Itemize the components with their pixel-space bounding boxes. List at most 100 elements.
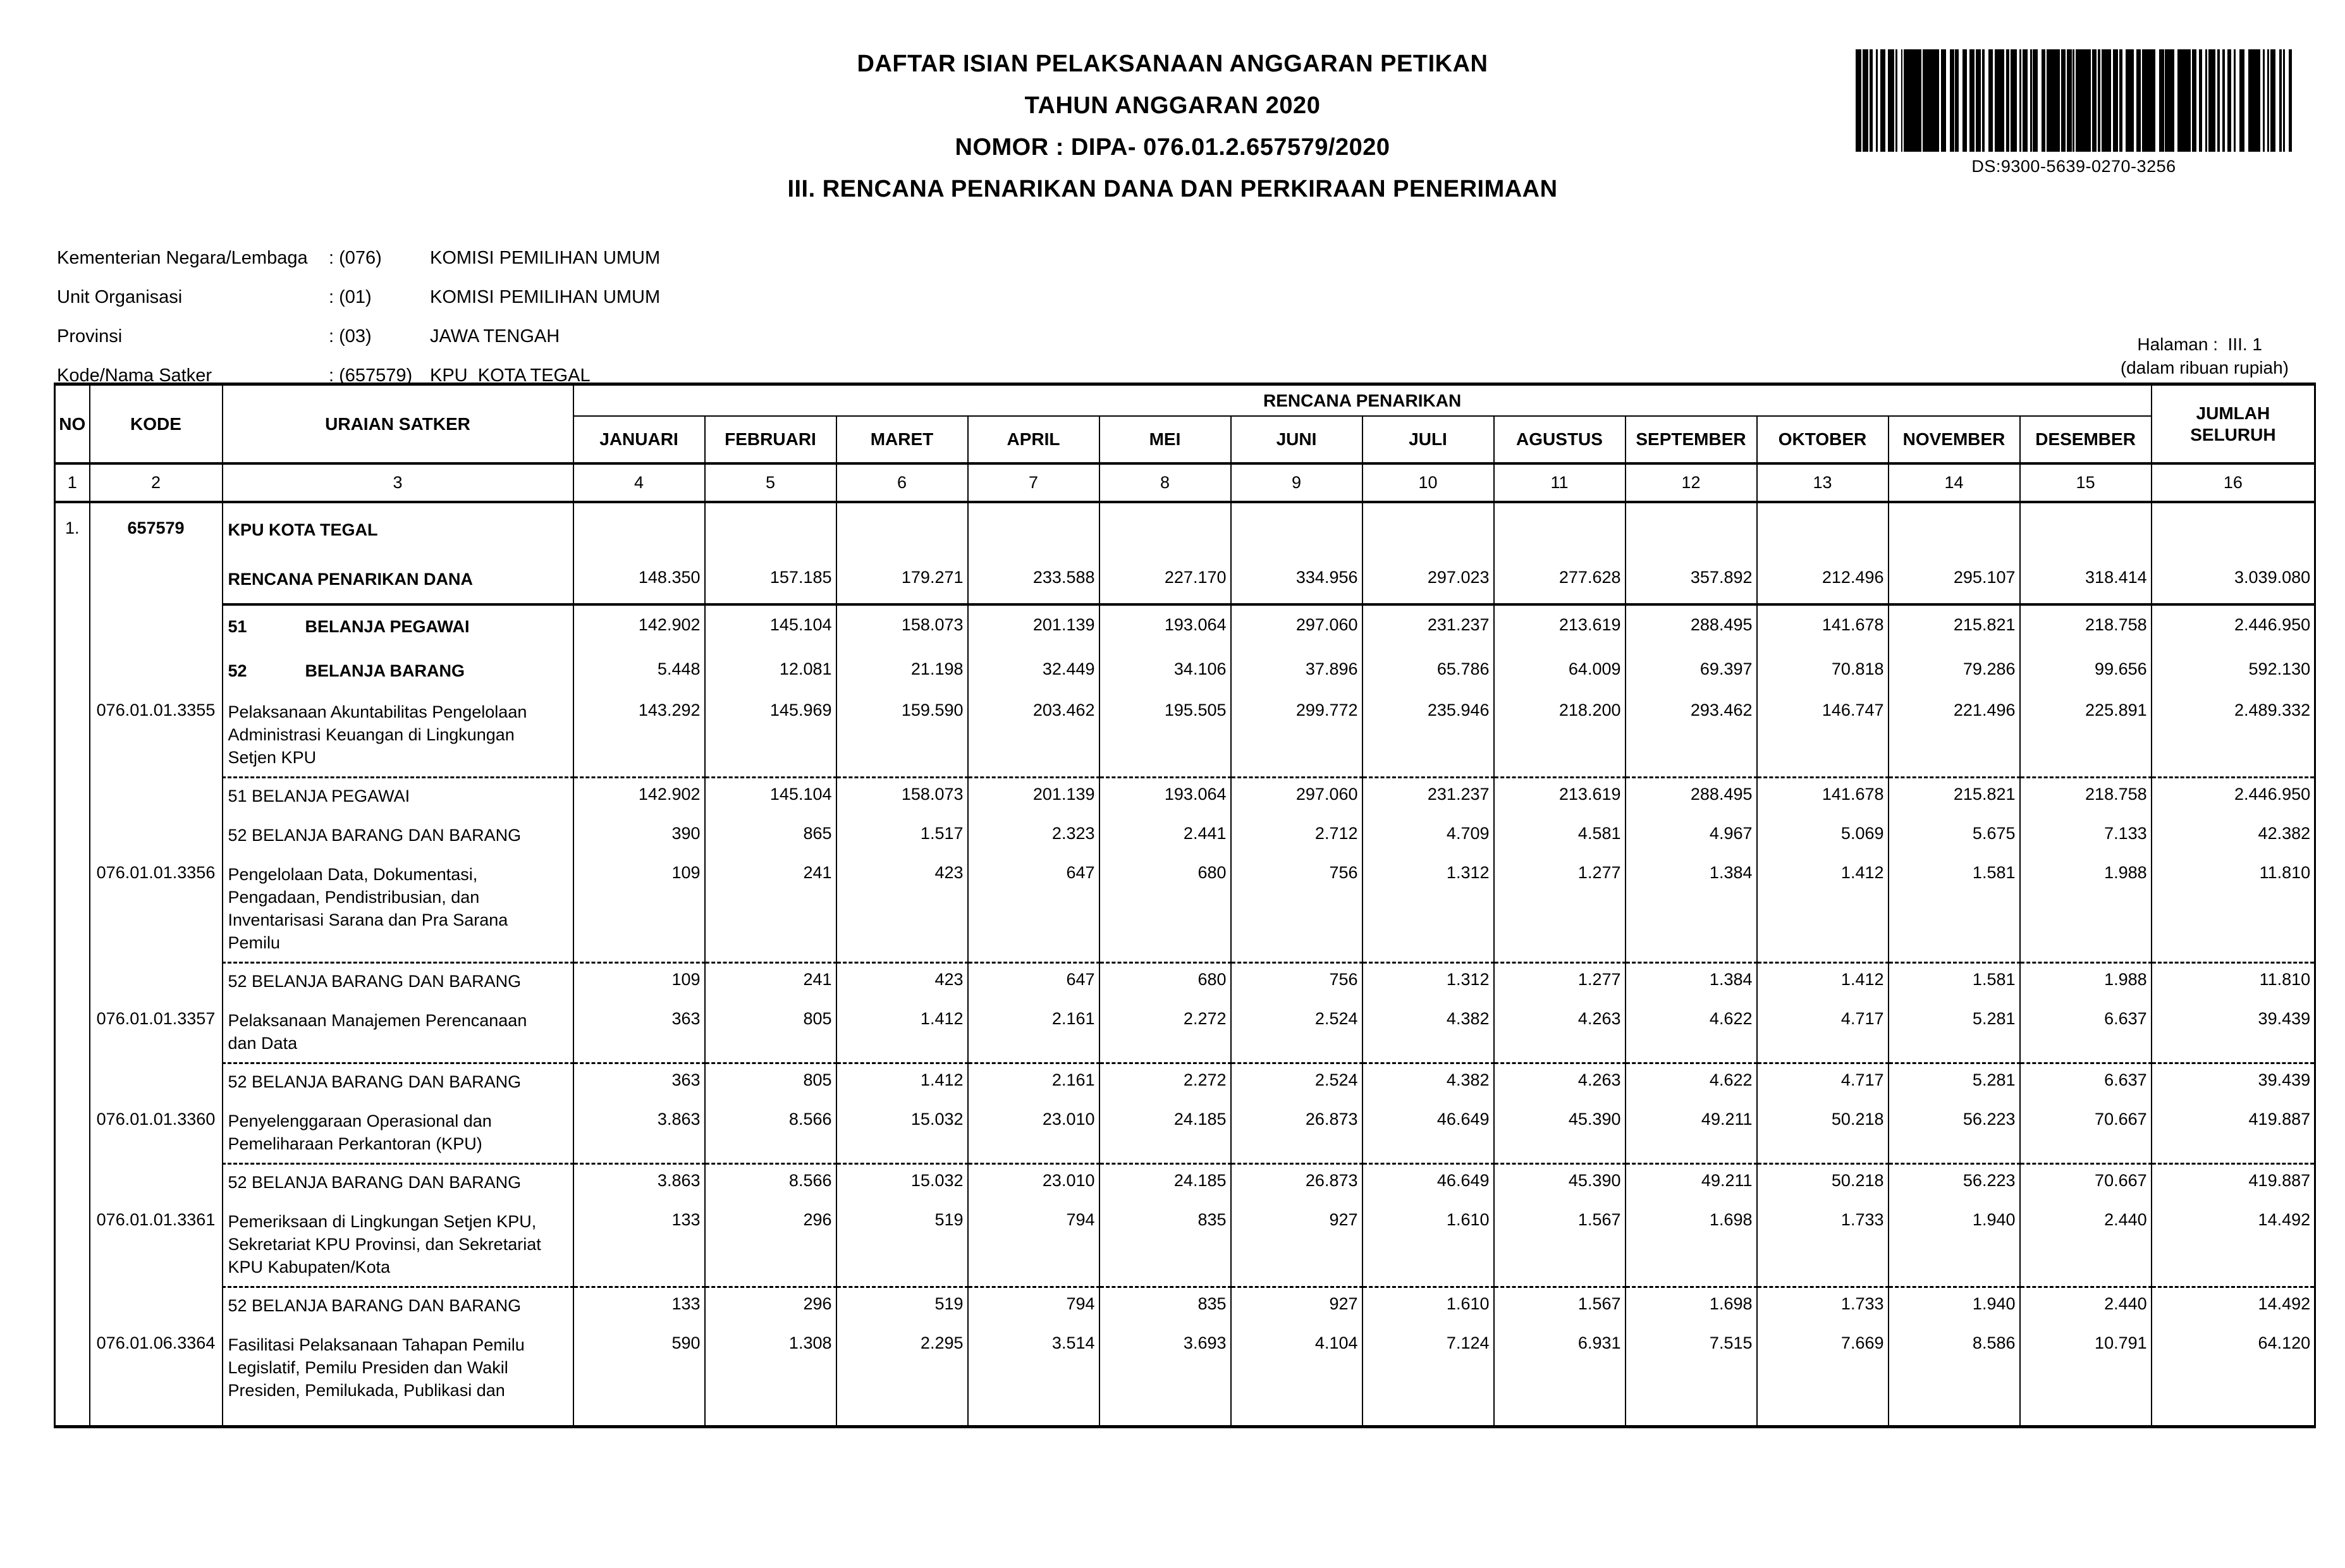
barcode-bar — [1878, 49, 1881, 152]
barcode-bar — [1872, 49, 1877, 152]
cell-month-value: 4.263 — [1493, 1062, 1626, 1103]
barcode-bar — [1868, 49, 1870, 152]
cell-month-value: 2.161 — [967, 1062, 1100, 1103]
month-header: MARET — [835, 416, 969, 465]
barcode-bar — [1902, 49, 1904, 152]
col-header-jumlah-seluruh: JUMLAH SELURUH — [2150, 384, 2316, 465]
cell-month-value: 193.064 — [1098, 776, 1232, 818]
cell-month-value: 231.237 — [1361, 604, 1495, 650]
column-number: 10 — [1361, 463, 1495, 503]
cell-month-value: 195.505 — [1098, 694, 1232, 778]
barcode-bar — [2262, 49, 2265, 152]
cell-month-value: 4.717 — [1756, 1062, 1889, 1103]
barcode-bar — [2091, 49, 2092, 152]
unit-note: (dalam ribuan rupiah) — [2120, 358, 2289, 377]
cell-month-value: 805 — [704, 1003, 837, 1063]
barcode-bar — [1894, 49, 1895, 152]
cell-month-value: 8.566 — [704, 1163, 837, 1204]
cell-month-value: 927 — [1230, 1286, 1363, 1327]
barcode-bar — [2205, 49, 2208, 152]
cell-month-value: 4.622 — [1624, 1062, 1758, 1103]
cell-month-value: 99.656 — [2019, 650, 2152, 694]
table-row: 076.01.06.3364 Fasilitasi Pelaksanaan Tah… — [54, 1327, 2316, 1409]
cell-uraian: 52 BELANJA BARANG DAN BARANG — [221, 962, 574, 1003]
cell-month-value: 15.032 — [835, 1103, 969, 1164]
cell-month-value: 318.414 — [2019, 560, 2152, 606]
cell-month-value — [2019, 502, 2152, 560]
cell-month-value: 34.106 — [1098, 650, 1232, 694]
document-title: DAFTAR ISIAN PELAKSANAAN ANGGARAN PETIKA… — [857, 51, 1488, 77]
cell-month-value: 423 — [835, 962, 969, 1003]
page-number: Halaman : III. 1 — [2137, 334, 2262, 354]
cell-month-value: 1.610 — [1361, 1204, 1495, 1287]
month-header: NOVEMBER — [1887, 416, 2021, 465]
cell-month-value: 46.649 — [1361, 1163, 1495, 1204]
barcode-bar — [2119, 49, 2122, 152]
cell-month-value — [1756, 502, 1889, 560]
cell-month-value: 32.449 — [967, 650, 1100, 694]
cell-month-value: 241 — [704, 857, 837, 963]
cell-month-value — [1361, 1409, 1495, 1427]
uraian-text: Pelaksanaan Manajemen Perencanaan dan Da… — [228, 1011, 527, 1053]
barcode-bar — [1954, 49, 1956, 152]
cell-month-value: 231.237 — [1361, 776, 1495, 818]
cell-month-value: 297.023 — [1361, 560, 1495, 606]
cell-month-value: 5.281 — [1887, 1062, 2021, 1103]
cell-month-value — [835, 1409, 969, 1427]
barcode-bar — [2006, 49, 2010, 152]
cell-month-value: 221.496 — [1887, 694, 2021, 778]
cell-kode — [89, 777, 223, 818]
cell-month-value: 1.277 — [1493, 857, 1626, 963]
cell-kode: 076.01.06.3364 — [89, 1327, 223, 1409]
table-row: 076.01.01.3355 Pelaksanaan Akuntabilitas … — [54, 694, 2316, 778]
column-number: 8 — [1098, 463, 1232, 503]
cell-month-value: 45.390 — [1493, 1163, 1626, 1204]
cell-month-value: 70.818 — [1756, 650, 1889, 694]
cell-month-value: 1.988 — [2019, 857, 2152, 963]
barcode-bar — [2113, 49, 2119, 152]
cell-kode — [89, 818, 223, 857]
cell-month-value: 49.211 — [1624, 1103, 1758, 1164]
cell-month-value: 3.514 — [967, 1327, 1100, 1409]
cell-month-value: 297.060 — [1230, 776, 1363, 818]
uraian-text: BELANJA PEGAWAI — [305, 617, 470, 636]
barcode-bar — [2269, 49, 2271, 152]
barcode-bar — [1985, 49, 1988, 152]
month-header: JULI — [1361, 416, 1495, 465]
satker-meta-block: Kementerian Negara/Lembaga : (076) KOMIS… — [57, 248, 660, 405]
cell-kode — [89, 650, 223, 694]
cell-month-value: 647 — [967, 962, 1100, 1003]
cell-month-value: 26.873 — [1230, 1103, 1363, 1164]
barcode-bar — [2244, 49, 2249, 152]
barcode-bar — [2136, 49, 2141, 152]
cell-kode — [89, 962, 223, 1003]
barcode-bar — [2060, 49, 2062, 152]
barcode-bar — [2191, 49, 2193, 152]
cell-month-value: 288.495 — [1624, 604, 1758, 650]
cell-month-value: 756 — [1230, 857, 1363, 963]
barcode-bar — [2152, 49, 2156, 152]
barcode-bar — [1895, 49, 1897, 152]
cell-month-value: 201.139 — [967, 604, 1100, 650]
cell-total-value: 11.810 — [2150, 857, 2316, 963]
barcode-bar — [2279, 49, 2282, 152]
cell-month-value: 1.610 — [1361, 1286, 1495, 1327]
cell-month-value: 756 — [1230, 962, 1363, 1003]
header-row-group: NO KODE URAIAN SATKER RENCANA PENARIKAN … — [54, 384, 2316, 465]
column-number: 2 — [89, 463, 223, 503]
cell-month-value: 24.185 — [1098, 1103, 1232, 1164]
cell-month-value: 1.698 — [1624, 1204, 1758, 1287]
barcode-bar — [2224, 49, 2227, 152]
cell-month-value: 2.440 — [2019, 1286, 2152, 1327]
barcode-bar — [2057, 49, 2060, 152]
cell-uraian: 51 BELANJA PEGAWAI — [221, 604, 574, 650]
barcode-bar — [1856, 49, 1861, 152]
cell-month-value: 1.412 — [835, 1003, 969, 1063]
cell-month-value: 146.747 — [1756, 694, 1889, 778]
cell-month-value — [1361, 502, 1495, 560]
barcode-bar — [1880, 49, 1885, 152]
column-number: 15 — [2019, 463, 2152, 503]
cell-total-value: 14.492 — [2150, 1204, 2316, 1287]
cell-month-value: 519 — [835, 1204, 969, 1287]
barcode-bar — [2021, 49, 2023, 152]
